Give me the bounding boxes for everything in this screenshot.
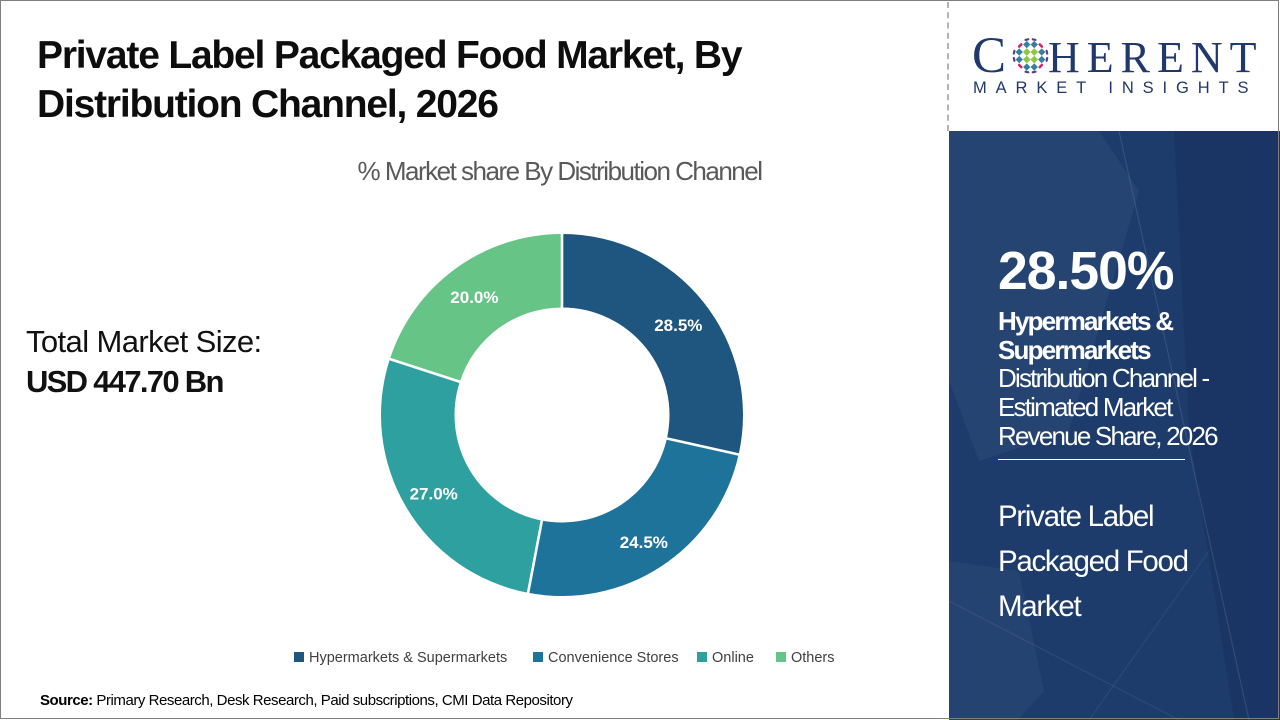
svg-text:20.0%: 20.0%: [450, 288, 498, 307]
svg-text:MARKET INSIGHTS: MARKET INSIGHTS: [973, 79, 1257, 97]
svg-text:24.5%: 24.5%: [620, 533, 668, 552]
svg-text:28.5%: 28.5%: [654, 316, 702, 335]
svg-text:HERENT: HERENT: [1048, 33, 1264, 82]
svg-text:C: C: [972, 28, 1006, 84]
svg-text:27.0%: 27.0%: [410, 484, 458, 503]
